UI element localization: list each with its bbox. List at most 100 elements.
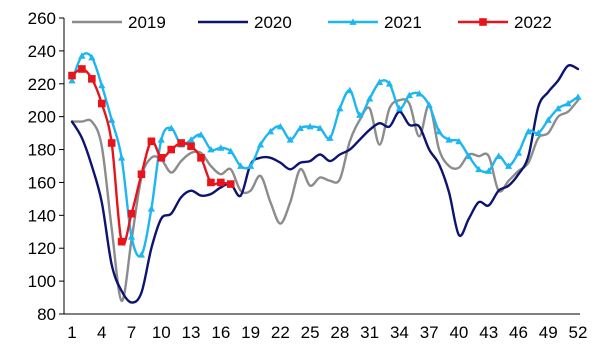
y-tick-label: 260 xyxy=(28,9,56,28)
legend-swatch-point xyxy=(349,18,357,25)
x-tick-label: 34 xyxy=(390,323,409,342)
series-2022-point xyxy=(147,137,156,146)
series-2021-point xyxy=(514,149,523,156)
series-2021-point xyxy=(88,53,96,61)
x-axis-ticks: 1 4 7 10 13 16 19 22 25 28 31 34 37 40 43 46 49 52 xyxy=(67,323,587,342)
series-2021-point xyxy=(455,137,463,145)
y-tick-label: 180 xyxy=(28,141,56,160)
series-2021-point xyxy=(137,251,146,258)
series-2021-point xyxy=(435,127,443,135)
series-2022 xyxy=(68,65,235,246)
series-2021-point xyxy=(534,129,542,136)
series-2021-point xyxy=(445,136,453,143)
series-2021-point xyxy=(276,122,284,130)
legend-entry-2022: 2022 xyxy=(458,13,552,32)
series-2021-point xyxy=(217,144,225,151)
series-2021-point xyxy=(157,136,165,143)
legend-entry-2021: 2021 xyxy=(328,13,422,32)
series-2021-point xyxy=(266,127,275,135)
series-2021-point xyxy=(246,162,255,169)
series-2021-point xyxy=(98,81,106,89)
series-2021-point xyxy=(425,101,433,109)
series-2021-point xyxy=(356,111,364,118)
series-2022-point xyxy=(187,142,195,151)
y-tick-label: 160 xyxy=(28,173,56,192)
series-2021-point xyxy=(207,145,215,153)
series-2022-point xyxy=(217,178,225,187)
series-line-2020 xyxy=(70,64,580,304)
series-2021-point xyxy=(544,116,552,123)
series-2021-point xyxy=(147,205,155,212)
series-2021-point xyxy=(197,131,205,138)
series-line-2019 xyxy=(70,98,580,303)
x-tick-label: 43 xyxy=(479,323,498,342)
series-2021-point xyxy=(475,165,483,173)
series-2022-point xyxy=(207,178,215,187)
legend-entry-2020: 2020 xyxy=(198,13,292,32)
series-2021-point xyxy=(395,104,404,112)
legend-swatch-point xyxy=(479,18,487,26)
series-2022-point xyxy=(107,139,116,147)
series-2021-point xyxy=(227,147,235,155)
y-tick-label: 220 xyxy=(28,75,56,94)
legend-label: 2022 xyxy=(514,13,552,32)
x-tick-label: 25 xyxy=(301,323,320,342)
x-tick-label: 40 xyxy=(449,323,468,342)
x-tick-label: 7 xyxy=(127,323,136,342)
series-2021 xyxy=(68,52,582,258)
series-2022-point xyxy=(197,153,205,162)
series-2022-point xyxy=(88,75,96,83)
series-2021-point xyxy=(108,116,116,123)
series-2022-point xyxy=(137,170,146,179)
x-tick-label: 1 xyxy=(67,323,76,342)
series-2021-point xyxy=(326,134,334,141)
series-2022-point xyxy=(117,237,126,246)
series-2021-point xyxy=(187,136,195,143)
series-2022-point xyxy=(68,71,76,80)
x-tick-label: 16 xyxy=(211,323,230,342)
series-2021-point xyxy=(118,154,126,161)
y-tick-label: 80 xyxy=(37,305,56,324)
x-tick-label: 28 xyxy=(330,323,349,342)
series-2021-point xyxy=(405,91,413,99)
series-2022-point xyxy=(127,209,136,218)
series-2021-point xyxy=(336,104,344,112)
series-2021-point xyxy=(296,124,304,132)
series-2021-point xyxy=(68,76,76,84)
x-tick-label: 52 xyxy=(569,323,588,342)
legend: 2019 2020 2021 2022 xyxy=(72,13,552,32)
series-2020 xyxy=(70,64,580,304)
series-2021-point xyxy=(385,80,394,87)
series-line-2021 xyxy=(70,52,580,258)
series-2021-point xyxy=(564,99,572,107)
series-2022-point xyxy=(157,153,166,162)
x-tick-label: 22 xyxy=(271,323,290,342)
series-2021-point xyxy=(574,93,582,100)
x-tick-label: 46 xyxy=(509,323,528,342)
series-2021-point xyxy=(256,141,265,148)
x-tick-label: 19 xyxy=(241,323,260,342)
series-2021-point xyxy=(78,52,86,59)
legend-label: 2020 xyxy=(254,13,292,32)
y-tick-label: 100 xyxy=(28,272,56,291)
series-2022-point xyxy=(177,139,185,147)
x-tick-label: 10 xyxy=(152,323,171,342)
series-2021-point xyxy=(485,167,493,174)
y-tick-label: 120 xyxy=(28,239,56,258)
series-2022-point xyxy=(226,180,235,188)
legend-label: 2021 xyxy=(384,13,422,32)
series-2021-point xyxy=(366,94,374,102)
series-layer xyxy=(68,52,582,304)
plot-area-frame xyxy=(63,18,580,315)
series-2021-point xyxy=(415,90,423,97)
x-tick-label: 13 xyxy=(182,323,201,342)
series-2022-point xyxy=(167,145,176,154)
series-2021-point xyxy=(306,122,314,130)
x-tick-label: 4 xyxy=(97,323,106,342)
series-2021-point xyxy=(237,162,245,169)
series-2021-point xyxy=(465,152,473,160)
series-2021-point xyxy=(346,86,354,94)
series-2021-point xyxy=(524,127,532,135)
series-2021-point xyxy=(554,104,562,112)
